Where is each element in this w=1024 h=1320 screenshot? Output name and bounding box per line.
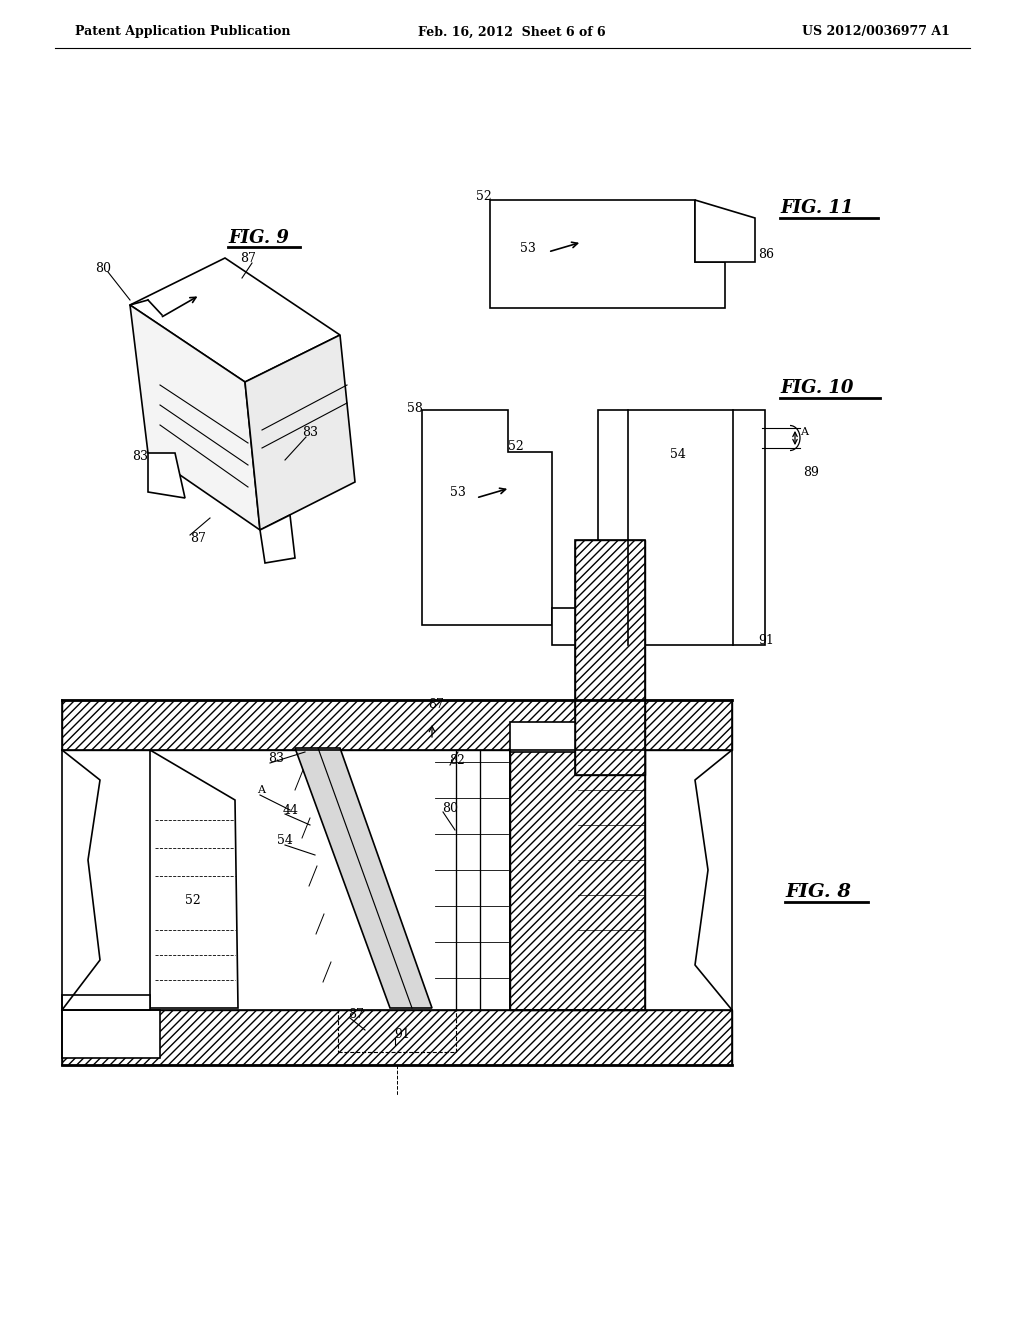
- Text: 80: 80: [95, 261, 111, 275]
- Bar: [62, 1010, 160, 1059]
- Polygon shape: [130, 257, 340, 381]
- Polygon shape: [422, 411, 552, 624]
- Polygon shape: [130, 305, 260, 531]
- Text: 53: 53: [520, 242, 536, 255]
- Polygon shape: [490, 201, 725, 308]
- Text: 87: 87: [190, 532, 206, 544]
- Text: FIG. 8: FIG. 8: [785, 883, 851, 902]
- Polygon shape: [245, 335, 355, 531]
- Polygon shape: [695, 201, 755, 261]
- Text: FIG. 10: FIG. 10: [780, 379, 853, 397]
- Text: 54: 54: [670, 449, 686, 462]
- Bar: [62, 1010, 732, 1065]
- Bar: [510, 750, 645, 1010]
- Text: 83: 83: [302, 425, 318, 438]
- Text: 87: 87: [428, 698, 443, 711]
- Text: FIG. 9: FIG. 9: [228, 228, 289, 247]
- Text: 87: 87: [348, 1008, 364, 1022]
- Bar: [575, 540, 645, 775]
- Text: 83: 83: [132, 450, 148, 462]
- Text: 91: 91: [394, 1028, 410, 1041]
- Text: 52: 52: [476, 190, 492, 202]
- Text: 52: 52: [508, 441, 523, 454]
- Bar: [510, 750, 645, 1010]
- Text: 83: 83: [268, 751, 284, 764]
- Text: 80: 80: [442, 801, 458, 814]
- Text: 54: 54: [278, 833, 293, 846]
- Polygon shape: [148, 453, 185, 498]
- Text: A: A: [800, 426, 808, 437]
- Bar: [510, 722, 575, 752]
- Text: FIG. 11: FIG. 11: [780, 199, 853, 216]
- Bar: [62, 700, 732, 750]
- Text: 58: 58: [407, 401, 423, 414]
- Polygon shape: [295, 748, 432, 1008]
- Polygon shape: [552, 609, 598, 645]
- Text: 52: 52: [185, 894, 201, 907]
- Text: 86: 86: [758, 248, 774, 260]
- Text: Patent Application Publication: Patent Application Publication: [75, 25, 291, 38]
- Text: US 2012/0036977 A1: US 2012/0036977 A1: [802, 25, 950, 38]
- Text: 53: 53: [450, 486, 466, 499]
- Text: Feb. 16, 2012  Sheet 6 of 6: Feb. 16, 2012 Sheet 6 of 6: [418, 25, 606, 38]
- Text: 44: 44: [283, 804, 299, 817]
- Text: 87: 87: [240, 252, 256, 264]
- Text: 89: 89: [803, 466, 819, 479]
- Polygon shape: [260, 515, 295, 564]
- Text: A: A: [257, 785, 265, 795]
- Text: 82: 82: [449, 754, 465, 767]
- Polygon shape: [598, 411, 765, 645]
- Polygon shape: [150, 750, 238, 1008]
- Polygon shape: [62, 995, 150, 1010]
- Bar: [338, 1010, 456, 1052]
- Text: 91: 91: [758, 634, 774, 647]
- Bar: [575, 540, 645, 775]
